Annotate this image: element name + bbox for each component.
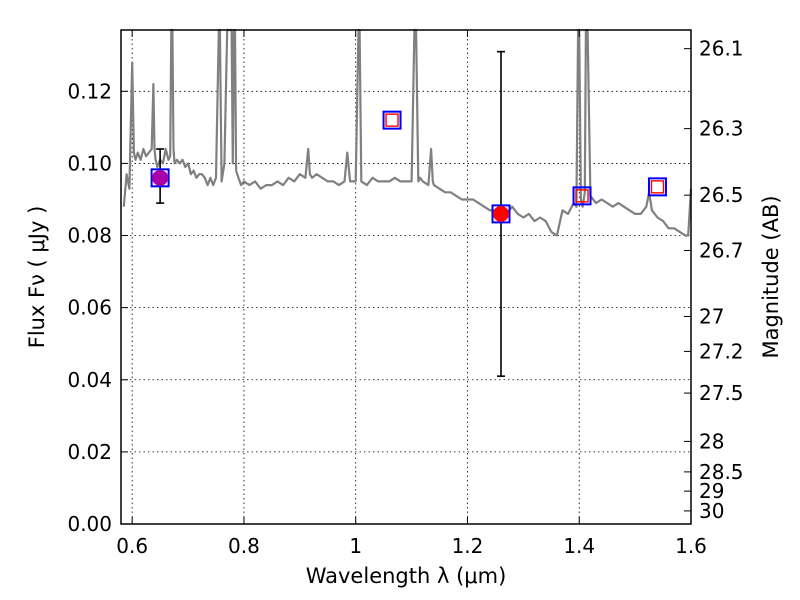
magnitude-axis-label: Magnitude (AB) (759, 195, 783, 358)
model-inner-square-marker (575, 189, 589, 203)
model-square-marker (150, 168, 170, 188)
magnitude-tick-label: 29 (699, 479, 724, 503)
magnitude-tick-label: 27.5 (699, 381, 744, 405)
magnitude-tick-label: 26.5 (699, 183, 744, 207)
magnitude-tick-label: 26.7 (699, 238, 744, 262)
spectrum-layer (122, 28, 693, 237)
markers (150, 50, 667, 377)
model-inner-square-marker (385, 113, 399, 127)
x-axis-label: Wavelength λ (μm) (306, 564, 507, 588)
x-tick-label: 1 (349, 534, 362, 558)
model-inner-square-marker (650, 180, 665, 194)
y-tick-label: 0.12 (67, 79, 112, 103)
y-axis-label: Flux Fν ( μJy ) (25, 206, 49, 349)
y-tick-label: 0.02 (67, 440, 112, 464)
axes: 0.6 0.8 1 1.2 1.4 1.6 0.00 0.02 0.04 0.06 0.08 0.10… (67, 30, 744, 558)
y-tick-label: 0.08 (67, 224, 112, 248)
magnitude-tick-label: 27.2 (699, 339, 744, 363)
magnitude-tick-label: 30 (699, 499, 724, 523)
magnitude-tick-label: 26.1 (699, 37, 744, 61)
plot-frame (120, 29, 692, 525)
y-tick-label: 0.10 (67, 151, 112, 175)
magnitude-tick-label: 28.5 (699, 460, 744, 484)
observed-point-marker (493, 205, 509, 222)
magnitude-tick-label: 27 (699, 305, 724, 329)
spectrum-line (122, 28, 693, 237)
model-square-marker (491, 204, 511, 224)
y-tick-label: 0.00 (67, 512, 112, 536)
x-tick-label: 0.8 (228, 534, 260, 558)
model-square-marker (572, 186, 592, 206)
model-square-marker (382, 110, 402, 130)
x-tick-label: 1.6 (675, 534, 707, 558)
x-tick-label: 1.4 (563, 534, 595, 558)
observed-point-marker (152, 169, 169, 186)
magnitude-tick-label: 28 (699, 429, 724, 453)
y-tick-label: 0.04 (67, 368, 112, 392)
y-tick-label: 0.06 (67, 296, 112, 320)
magnitude-tick-label: 26.3 (699, 117, 744, 141)
model-square-marker (647, 177, 667, 197)
x-tick-label: 1.2 (452, 534, 484, 558)
x-tick-label: 0.6 (116, 534, 148, 558)
